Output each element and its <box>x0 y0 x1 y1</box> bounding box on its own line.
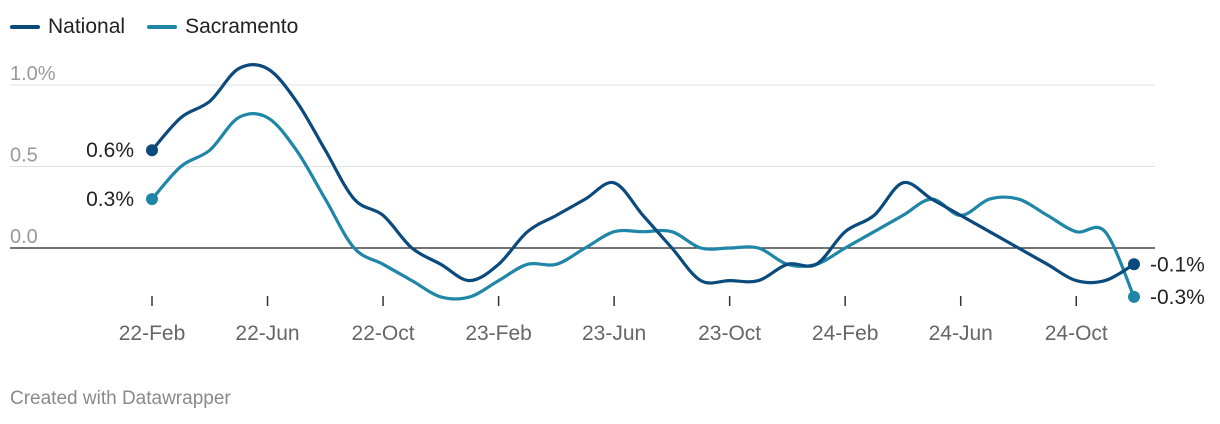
x-tick-label: 24-Oct <box>1045 322 1108 345</box>
start-point-national <box>146 144 158 157</box>
legend-label-national: National <box>48 15 126 38</box>
x-tick-label: 23-Feb <box>465 322 532 345</box>
x-tick-label: 23-Oct <box>698 322 761 345</box>
chart-legend: National Sacramento <box>10 15 320 39</box>
series-line-sacramento <box>150 111 1136 301</box>
legend-item-national[interactable]: National <box>10 15 125 39</box>
legend-swatch-national <box>10 25 40 29</box>
chart-credit: Created with Datawrapper <box>10 388 231 409</box>
series-line-national <box>150 63 1136 285</box>
start-label-sacramento: 0.3% <box>86 188 134 211</box>
x-tick-label: 24-Feb <box>812 322 879 345</box>
legend-item-sacramento[interactable]: Sacramento <box>147 15 298 39</box>
y-tick-label: 0.5 <box>10 145 38 167</box>
y-tick-label: 1.0% <box>10 63 56 85</box>
start-label-national: 0.6% <box>86 139 134 162</box>
end-label-national: -0.1% <box>1150 253 1205 276</box>
end-point-sacramento <box>1128 290 1140 303</box>
start-point-sacramento <box>146 193 158 206</box>
legend-swatch-sacramento <box>147 25 178 29</box>
x-tick-label: 23-Jun <box>582 322 646 345</box>
x-tick-label: 22-Jun <box>235 322 299 345</box>
end-label-sacramento: -0.3% <box>1150 286 1205 309</box>
x-tick-label: 24-Jun <box>929 322 993 345</box>
x-tick-label: 22-Feb <box>119 322 186 345</box>
x-tick-label: 22-Oct <box>352 322 415 345</box>
y-tick-label: 0.0 <box>10 226 38 248</box>
legend-label-sacramento: Sacramento <box>185 15 299 38</box>
end-point-national <box>1128 258 1140 271</box>
